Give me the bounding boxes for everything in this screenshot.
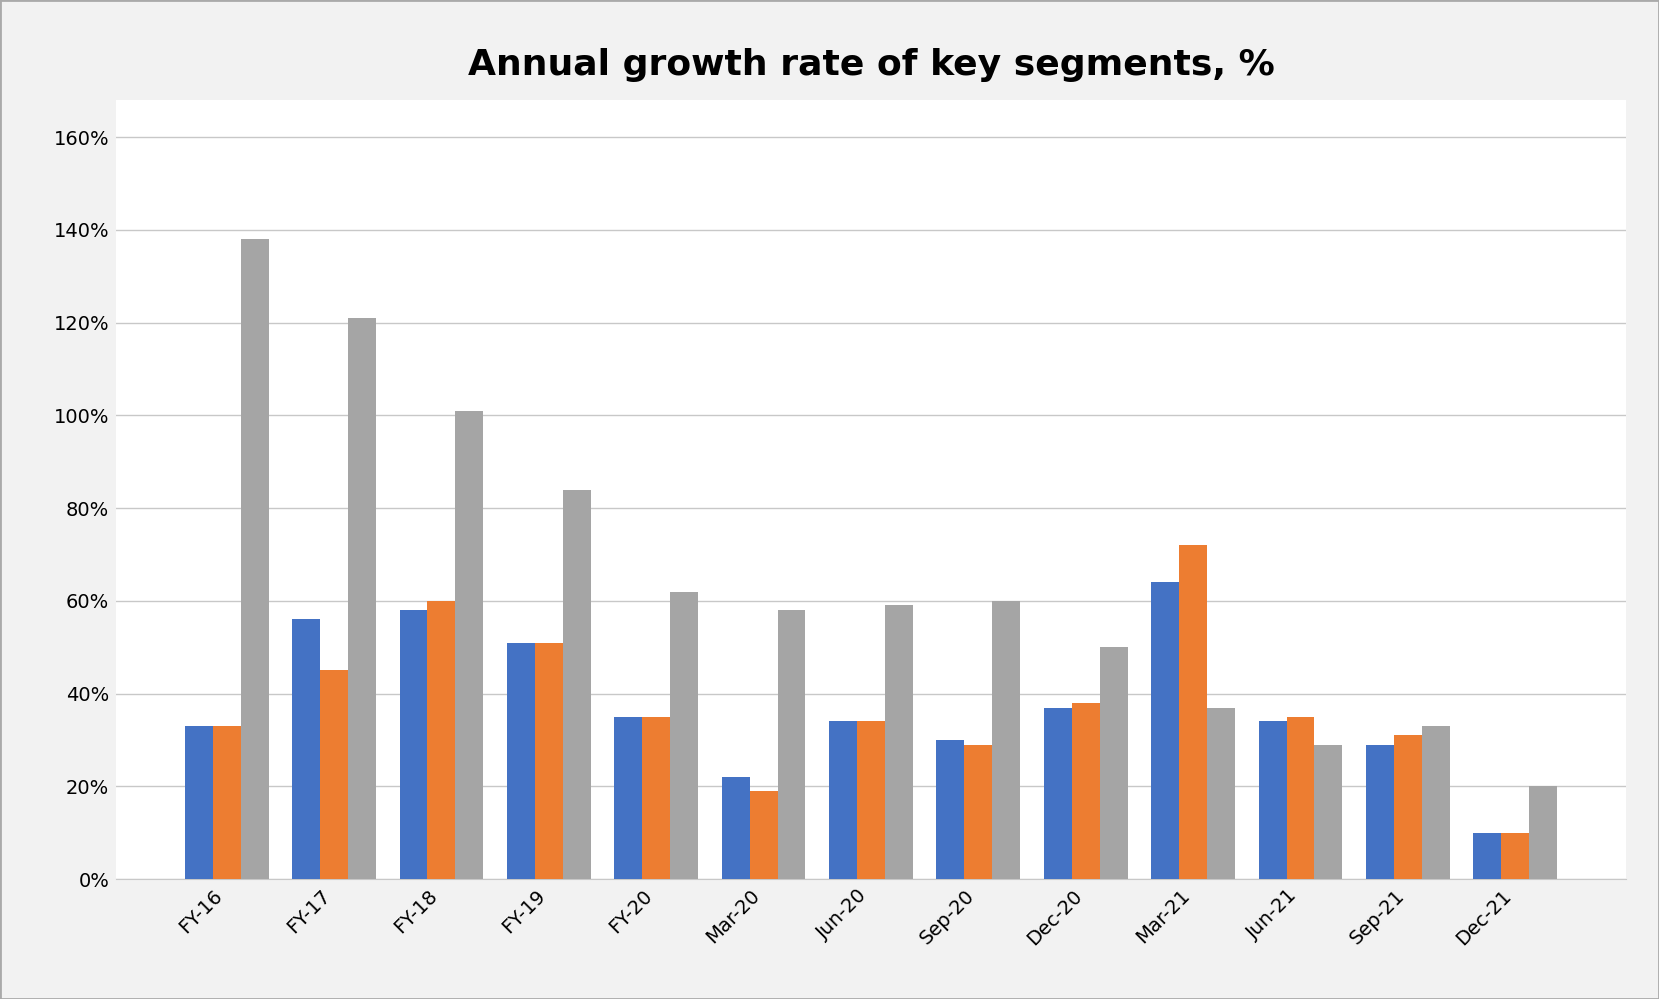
Bar xyxy=(348,318,377,879)
Bar xyxy=(292,619,320,879)
Bar xyxy=(1422,726,1450,879)
Bar xyxy=(830,721,858,879)
Bar xyxy=(1501,833,1530,879)
Bar xyxy=(534,642,562,879)
Bar xyxy=(992,600,1020,879)
Bar xyxy=(1365,744,1394,879)
Bar xyxy=(241,239,269,879)
Bar xyxy=(1072,703,1100,879)
Bar xyxy=(400,610,428,879)
Bar xyxy=(964,744,992,879)
Bar xyxy=(1259,721,1287,879)
Bar xyxy=(184,726,212,879)
Bar xyxy=(778,610,806,879)
Bar xyxy=(1394,735,1422,879)
Bar xyxy=(936,740,964,879)
Bar xyxy=(750,791,778,879)
Bar xyxy=(508,642,534,879)
Bar xyxy=(858,721,884,879)
Title: Annual growth rate of key segments, %: Annual growth rate of key segments, % xyxy=(468,48,1274,82)
Bar xyxy=(562,490,591,879)
Bar xyxy=(455,411,483,879)
Bar xyxy=(614,717,642,879)
Bar xyxy=(320,670,348,879)
Bar xyxy=(428,600,455,879)
Bar xyxy=(1530,786,1558,879)
Bar xyxy=(1044,707,1072,879)
Bar xyxy=(1473,833,1501,879)
Bar xyxy=(1287,717,1314,879)
Bar xyxy=(670,591,698,879)
Bar xyxy=(642,717,670,879)
Bar xyxy=(722,777,750,879)
Bar xyxy=(1208,707,1234,879)
Bar xyxy=(1151,582,1180,879)
Bar xyxy=(1180,545,1208,879)
Bar xyxy=(1314,744,1342,879)
Bar xyxy=(1100,647,1128,879)
Bar xyxy=(212,726,241,879)
Bar xyxy=(884,605,912,879)
